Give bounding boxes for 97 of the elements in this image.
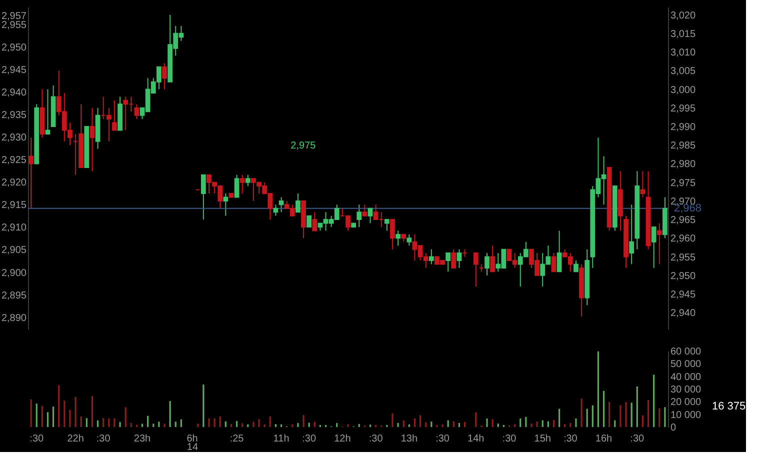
candlestick [134,104,140,120]
candlestick [551,252,556,272]
candlestick [656,222,662,265]
y-tick-label: 3,005 [670,66,696,78]
x-tick-label: :30 [436,434,450,444]
candlestick [406,234,412,246]
x-tick-label: :30 [302,434,316,444]
candlestick [245,174,250,187]
x-tick-label: :30 [30,434,44,444]
candlestick [384,219,390,232]
y2-tick-label: 2,955 [1,20,27,32]
y2-tick-label: 2,905 [1,245,27,256]
y-tick-label: 2,960 [670,234,696,245]
y-tick-label: 20 000 [670,397,702,408]
x-tick-label: 16h [595,434,612,444]
candlestick [574,260,578,272]
candlestick [446,252,451,272]
y-tick-label: 50 000 [670,359,702,370]
annotation: 2,975 [290,140,316,152]
x-tick-label: :30 [96,434,111,444]
x-tick-label: 15h [534,434,551,444]
x-tick-label: :30 [368,434,384,444]
candlestick [629,204,634,265]
y-tick-label: 2,965 [670,215,696,226]
y-tick-label: 2,985 [670,140,696,152]
y2-tick-label: 2,957 [1,11,27,22]
candlestick [223,193,228,216]
y-tick-label: 2,940 [670,308,696,320]
x-tick-label: 14h [468,434,484,444]
x-tick-label: :30 [563,434,578,444]
y2-tick-label: 2,920 [1,178,27,189]
candlestick [473,252,478,288]
x-tick-label: 12h [334,434,351,444]
candlestick [234,174,240,198]
candlestick [90,107,95,172]
y-tick-label: 10 000 [670,410,702,421]
y-tick-label: 60 000 [670,346,702,358]
x-tick-label: 11h [273,434,290,444]
candlestick [556,230,562,272]
candlestick [390,219,395,250]
x-tick-label: :30 [502,434,517,444]
candlestick [456,248,462,268]
text: 16 375 [712,400,746,412]
candlestick [273,204,278,216]
y2-tick-label: 2,930 [1,132,27,144]
candlestick [356,204,362,228]
candlestick [28,137,34,209]
y-tick-label: 2,975 [670,178,696,189]
y-tick-label: 3,010 [670,48,696,59]
y-tick-label: 2,945 [670,290,696,301]
y-tick-label: 3,020 [670,10,696,22]
candlestick [296,193,300,213]
y-tick-label: 3,000 [670,84,696,96]
candlestick [278,196,284,213]
y-tick-label: 3,015 [670,28,696,40]
y2-tick-label: 2,900 [1,268,27,279]
y-tick-label: 40 000 [670,372,702,383]
x-tick-label: :30 [630,434,645,444]
candlestick [200,174,206,220]
text: 14 [186,442,198,453]
candlestick [240,174,245,194]
y-tick-label: 2,955 [670,252,696,264]
y2-tick-label: 2,890 [1,312,27,324]
candlestick [428,248,434,265]
y-tick-label: 0 [670,422,676,434]
y-tick-label: 2,950 [670,270,696,282]
y2-tick-label: 2,915 [1,200,27,212]
y2-tick-label: 2,945 [1,65,27,76]
y2-tick-label: 2,935 [1,110,27,122]
x-tick-label: 13h [400,434,418,444]
y-tick-label: 2,990 [670,122,696,133]
y-tick-label: 30 000 [670,384,702,396]
candlestick [640,170,646,198]
x-tick-label: :25 [230,434,244,444]
candlestick [490,245,496,272]
x-tick-label: 23h [134,434,151,444]
y2-tick-label: 2,950 [1,42,27,54]
candlestick [312,212,318,232]
candlestick [651,226,656,268]
x-tick-label: 6h [186,434,198,444]
candlestick [112,100,117,131]
y-tick-label: 2,995 [670,103,696,114]
candlestick [362,204,368,216]
y2-tick-label: 2,895 [1,290,27,302]
y-tick-label: 2,970 [670,196,696,208]
y2-tick-label: 2,910 [1,222,27,234]
candlestick [45,88,50,134]
candlestick [368,208,373,224]
y2-tick-label: 2,940 [1,88,27,99]
x-tick-label: 22h [67,434,84,444]
candlestick [306,215,312,228]
candlestick [162,62,167,90]
candlestick [484,252,490,276]
y2-tick-label: 2,925 [1,155,27,166]
candlestick [451,248,456,268]
y-tick-label: 2,980 [670,159,696,170]
candlestick [396,230,400,246]
